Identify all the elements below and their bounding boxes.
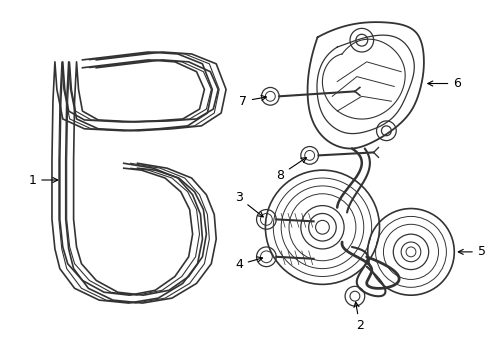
Text: 1: 1 [28, 174, 58, 186]
Text: 7: 7 [238, 95, 266, 108]
Text: 4: 4 [234, 257, 262, 271]
Text: 8: 8 [276, 158, 305, 181]
Text: 6: 6 [427, 77, 460, 90]
Text: 3: 3 [234, 191, 263, 217]
Text: 2: 2 [353, 302, 363, 332]
Text: 5: 5 [457, 246, 485, 258]
